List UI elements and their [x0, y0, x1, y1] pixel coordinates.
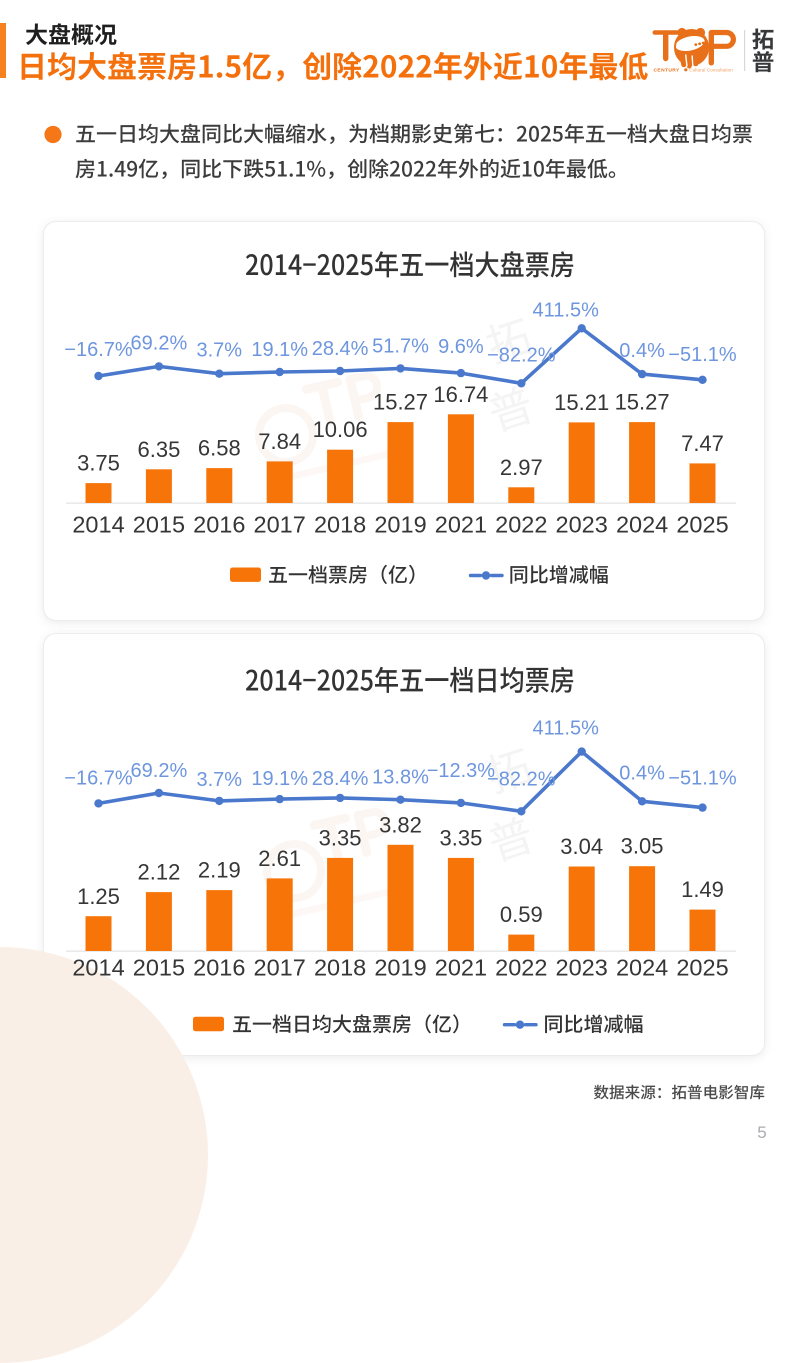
- svg-text:3.04: 3.04: [560, 834, 603, 859]
- svg-text:−16.7%: −16.7%: [64, 339, 133, 361]
- svg-text:7.47: 7.47: [681, 431, 724, 456]
- svg-text:5: 5: [757, 1123, 766, 1142]
- svg-text:2014: 2014: [72, 512, 124, 538]
- svg-text:2015: 2015: [133, 512, 185, 538]
- svg-text:−12.3%: −12.3%: [427, 760, 496, 782]
- svg-text:2.19: 2.19: [198, 858, 241, 883]
- svg-text:2021: 2021: [435, 512, 487, 538]
- svg-text:3.05: 3.05: [621, 834, 664, 859]
- svg-text:13.8%: 13.8%: [372, 767, 429, 789]
- svg-text:2022: 2022: [495, 955, 547, 981]
- svg-text:Cultural Consultation: Cultural Consultation: [689, 68, 733, 73]
- svg-text:2018: 2018: [314, 955, 366, 981]
- svg-text:−82.2%: −82.2%: [487, 768, 556, 790]
- svg-text:2024: 2024: [616, 955, 668, 981]
- svg-text:19.1%: 19.1%: [251, 768, 308, 790]
- svg-text:2025: 2025: [676, 512, 728, 538]
- svg-text:0.59: 0.59: [500, 902, 543, 927]
- svg-text:2.61: 2.61: [258, 846, 301, 871]
- svg-text:411.5%: 411.5%: [533, 299, 600, 321]
- svg-text:2019: 2019: [374, 512, 426, 538]
- svg-text:1.49: 1.49: [681, 877, 724, 902]
- svg-text:19.1%: 19.1%: [251, 339, 308, 361]
- svg-text:2017: 2017: [254, 955, 306, 981]
- svg-text:10.06: 10.06: [313, 417, 368, 442]
- svg-text:2022: 2022: [495, 512, 547, 538]
- svg-text:51.7%: 51.7%: [372, 335, 429, 357]
- svg-text:9.6%: 9.6%: [438, 336, 484, 358]
- svg-text:2018: 2018: [314, 512, 366, 538]
- svg-text:15.27: 15.27: [373, 390, 428, 415]
- svg-text:2014: 2014: [72, 955, 124, 981]
- svg-text:−82.2%: −82.2%: [487, 344, 556, 366]
- svg-text:2.97: 2.97: [500, 455, 543, 480]
- svg-text:−16.7%: −16.7%: [64, 767, 133, 789]
- svg-text:2017: 2017: [254, 512, 306, 538]
- svg-text:2.12: 2.12: [137, 860, 180, 885]
- svg-text:2023: 2023: [556, 955, 608, 981]
- svg-text:2024: 2024: [616, 512, 668, 538]
- svg-text:28.4%: 28.4%: [312, 338, 369, 360]
- svg-text:7.84: 7.84: [258, 429, 301, 454]
- svg-text:2016: 2016: [193, 512, 245, 538]
- svg-text:3.35: 3.35: [319, 825, 362, 850]
- svg-text:1.25: 1.25: [77, 884, 120, 909]
- svg-text:16.74: 16.74: [433, 382, 488, 407]
- svg-text:28.4%: 28.4%: [312, 768, 369, 790]
- svg-text:3.35: 3.35: [439, 825, 482, 850]
- svg-text:−51.1%: −51.1%: [668, 768, 737, 790]
- svg-text:15.27: 15.27: [615, 390, 670, 415]
- svg-text:69.2%: 69.2%: [131, 332, 188, 354]
- svg-text:411.5%: 411.5%: [533, 718, 600, 740]
- svg-text:2016: 2016: [193, 955, 245, 981]
- svg-text:3.7%: 3.7%: [197, 340, 243, 362]
- svg-text:6.35: 6.35: [137, 437, 180, 462]
- svg-text:0.4%: 0.4%: [619, 762, 665, 784]
- svg-text:2025: 2025: [676, 955, 728, 981]
- svg-text:0.4%: 0.4%: [619, 340, 665, 362]
- svg-text:2019: 2019: [374, 955, 426, 981]
- svg-text:2023: 2023: [556, 512, 608, 538]
- svg-text:6.58: 6.58: [198, 436, 241, 461]
- svg-text:CENTURY: CENTURY: [654, 68, 681, 74]
- svg-text:2015: 2015: [133, 955, 185, 981]
- svg-text:2021: 2021: [435, 955, 487, 981]
- svg-text:3.7%: 3.7%: [197, 769, 243, 791]
- svg-text:3.75: 3.75: [77, 451, 120, 476]
- svg-text:−51.1%: −51.1%: [668, 344, 737, 366]
- svg-text:3.82: 3.82: [379, 812, 422, 837]
- svg-text:15.21: 15.21: [554, 390, 609, 415]
- svg-text:69.2%: 69.2%: [131, 760, 188, 782]
